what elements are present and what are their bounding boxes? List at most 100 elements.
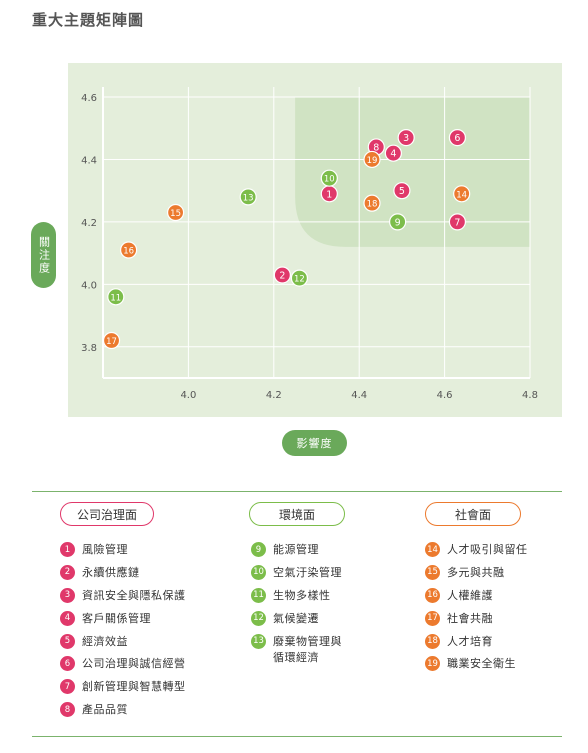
legend-item-label: 創新管理與智慧轉型 [82,680,186,694]
svg-text:2: 2 [279,270,285,281]
data-point-19: 19 [363,150,381,169]
data-point-6: 6 [448,128,467,147]
legend-number-badge: 1 [60,542,75,557]
data-point-17: 17 [102,331,121,350]
y-tick-label: 4.0 [81,280,97,291]
legend-item-19: 19 職業安全衛生 [425,656,528,679]
x-tick-label: 4.2 [266,390,282,401]
legend-item-18: 18 人才培育 [425,633,528,657]
data-point-7: 7 [448,213,467,231]
y-tick-label: 4.4 [81,155,97,166]
legend-item-label: 廢棄物管理與 循環經濟 [273,634,342,664]
svg-text:14: 14 [456,190,467,200]
legend-item-15: 15 多元與共融 [425,564,528,588]
svg-text:19: 19 [367,156,378,166]
svg-text:6: 6 [454,133,460,144]
materiality-matrix-chart: 4.0 4.2 4.4 4.6 4.83.84.04.24.44.6 123456789… [68,63,562,417]
y-axis-label: 關注度 [31,222,56,288]
y-tick-label: 4.6 [81,93,97,104]
legend-item-14: 14 人才吸引與留任 [425,542,528,565]
legend-item-6: 6 公司治理與誠信經營 [60,656,186,679]
data-point-13: 13 [239,188,257,206]
axes [102,87,530,379]
legend-number-badge: 10 [251,564,266,580]
legend-item-label: 資訊安全與隱私保護 [82,588,186,602]
legend-social-list: 14 人才吸引與留任 15 多元與共融 16 人權維護 17 社會共融 18 人才培育 19 職業安全… [425,542,528,679]
legend-number-badge: 4 [60,610,75,626]
data-point-1: 1 [320,185,338,203]
data-point-5: 5 [393,182,411,200]
x-tick-label: 4.0 [180,390,196,401]
legend-item-5: 5 經濟效益 [60,633,186,657]
legend-number-badge: 17 [425,610,440,626]
legend-item-10: 10 空氣汙染管理 [251,564,342,588]
legend-item-label: 經濟效益 [82,634,128,648]
x-tick-label: 4.6 [437,390,453,401]
legend-number-badge: 15 [425,564,440,580]
svg-text:11: 11 [110,293,121,303]
legend-item-label: 職業安全衛生 [447,657,516,671]
data-point-3: 3 [397,128,415,147]
page-title: 重大主題矩陣圖 [32,11,145,29]
legend-number-badge: 12 [251,610,266,626]
legend-item-16: 16 人權維護 [425,587,528,611]
y-tick-label: 3.8 [81,343,97,354]
legend-item-label: 多元與共融 [447,565,505,579]
data-point-16: 16 [120,241,138,259]
svg-text:18: 18 [367,200,378,210]
data-point-12: 12 [290,269,309,287]
legend-item-1: 1 風險管理 [60,542,186,565]
x-tick-label: 4.4 [351,390,367,401]
svg-text:17: 17 [106,337,117,347]
legend-item-label: 人才吸引與留任 [447,543,528,556]
legend-item-label: 社會共融 [447,611,493,625]
svg-text:5: 5 [399,186,405,197]
legend-item-label: 人權維護 [447,588,493,602]
legend-item-label: 人才培育 [447,634,493,648]
legend-number-badge: 9 [251,542,266,557]
x-axis-label: 影響度 [282,430,347,456]
svg-text:16: 16 [123,246,134,256]
legend-item-label: 產品品質 [82,703,128,717]
legend-item-7: 7 創新管理與智慧轉型 [60,679,186,702]
svg-text:7: 7 [454,217,460,228]
x-tick-label: 4.8 [522,390,538,401]
legend-item-4: 4 客戶關係管理 [60,610,186,634]
svg-text:15: 15 [170,209,181,219]
legend-header-social: 社會面 [425,502,521,526]
legend-number-badge: 19 [425,656,440,672]
legend-item-label: 風險管理 [82,543,128,556]
y-tick-label: 4.2 [81,218,97,229]
legend-item-3: 3 資訊安全與隱私保護 [60,587,186,611]
svg-text:12: 12 [294,275,305,285]
legend-item-8: 8 產品品質 [60,702,186,725]
data-point-4: 4 [384,144,402,162]
data-point-9: 9 [389,213,407,231]
grid-lines [103,87,531,378]
svg-text:9: 9 [395,217,401,228]
data-point-10: 10 [320,169,338,187]
svg-text:8: 8 [373,142,379,153]
legend-item-label: 生物多樣性 [273,588,331,602]
legend-number-badge: 8 [60,702,75,718]
legend-item-12: 12 氣候變遷 [251,610,342,634]
legend-item-11: 11 生物多樣性 [251,587,342,611]
legend-number-badge: 3 [60,587,75,603]
legend-item-label: 氣候變遷 [273,611,319,625]
legend-header-environment: 環境面 [249,502,345,526]
data-point-18: 18 [363,194,381,212]
legend-item-label: 客戶關係管理 [82,611,151,625]
legend-header-governance: 公司治理面 [60,502,154,526]
legend-item-17: 17 社會共融 [425,610,528,634]
svg-text:4: 4 [390,149,396,160]
data-point-2: 2 [273,266,291,284]
svg-text:13: 13 [243,193,254,203]
svg-text:3: 3 [403,133,409,144]
legend-item-9: 9 能源管理 [251,542,342,565]
legend-item-label: 永續供應鏈 [82,565,140,579]
legend-governance-list: 1 風險管理 2 永續供應鏈 3 資訊安全與隱私保護 4 客戶關係管理 5 經濟效益 6 公司治理與誠… [60,542,186,725]
bottom-divider [32,736,562,737]
legend-number-badge: 11 [251,587,266,603]
legend-number-badge: 7 [60,679,75,695]
